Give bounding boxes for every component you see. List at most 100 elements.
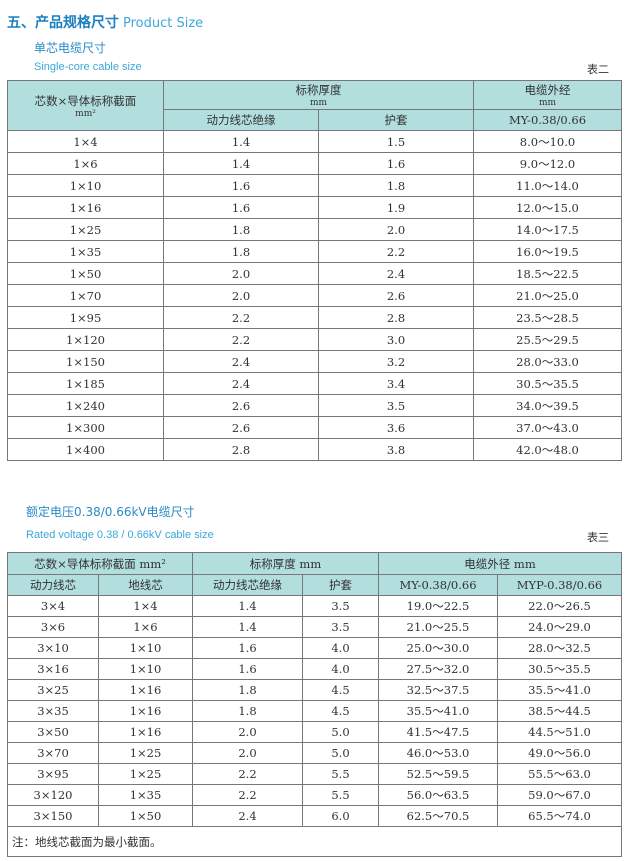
table-row: 3×10 1×10 1.6 4.0 25.0～30.0 28.0～32.5: [7, 637, 622, 659]
table-cell: 3×10: [7, 637, 99, 659]
table-cell: 21.0～25.5: [378, 616, 498, 638]
table-cell: 3×35: [7, 700, 99, 722]
header-ground: 地线芯: [98, 574, 193, 596]
table-cell: 55.5～63.0: [497, 763, 622, 785]
table-cell: 3×6: [7, 616, 99, 638]
table-row: 3×150 1×50 2.4 6.0 62.5～70.5 65.5～74.0: [7, 805, 622, 827]
table-cell: 2.6: [163, 416, 319, 439]
table-cell: 3.8: [318, 438, 474, 461]
table-cell: 3.5: [302, 595, 379, 617]
table-cell: 1×25: [98, 742, 193, 764]
table3-label: 表三: [587, 531, 609, 544]
table-cell: 3×4: [7, 595, 99, 617]
table-cell: 1×185: [7, 372, 164, 395]
header-myp: MYP-0.38/0.66: [497, 574, 622, 596]
table-cell: 1×16: [98, 679, 193, 701]
table-cell: 1.8: [192, 679, 303, 701]
table-cell: 2.2: [192, 763, 303, 785]
table-cell: 1×16: [98, 700, 193, 722]
table-cell: 4.0: [302, 658, 379, 680]
table-cell: 11.0～14.0: [473, 174, 622, 197]
table-row: 1×16 1.6 1.9 12.0～15.0: [7, 196, 622, 219]
table-cell: 4.5: [302, 700, 379, 722]
table-cell: 35.5～41.0: [378, 700, 498, 722]
table-cell: 1×6: [98, 616, 193, 638]
table-cell: 44.5～51.0: [497, 721, 622, 743]
table-cell: 16.0～19.5: [473, 240, 622, 263]
table-row: 3×35 1×16 1.8 4.5 35.5～41.0 38.5～44.5: [7, 700, 622, 722]
table-cell: 21.0～25.0: [473, 284, 622, 307]
header-outer: 电缆外经 mm: [473, 80, 622, 110]
header-insulation: 动力线芯绝缘: [192, 574, 303, 596]
table-cell: 19.0～22.5: [378, 595, 498, 617]
table-row: 1×240 2.6 3.5 34.0～39.5: [7, 394, 622, 417]
table-cell: 3×16: [7, 658, 99, 680]
table-cell: 2.4: [192, 805, 303, 827]
table-row: 1×6 1.4 1.6 9.0～12.0: [7, 152, 622, 175]
table-row: 3×4 1×4 1.4 3.5 19.0～22.5 22.0～26.5: [7, 595, 622, 617]
rated-voltage-table: 芯数×导体标称截面 mm² 标称厚度 mm 电缆外径 mm 动力线芯 地线芯 动力线芯绝…: [7, 552, 622, 857]
table-row: 1×150 2.4 3.2 28.0～33.0: [7, 350, 622, 373]
table-cell: 1×50: [7, 262, 164, 285]
table-cell: 2.8: [163, 438, 319, 461]
header-thickness: 标称厚度 mm: [192, 552, 379, 575]
table3-title-en: Rated voltage 0.38 / 0.66kV cable size: [26, 529, 214, 541]
table-cell: 1×50: [98, 805, 193, 827]
table-row: 1×120 2.2 3.0 25.5～29.5: [7, 328, 622, 351]
table-cell: 1.6: [192, 658, 303, 680]
table-cell: 1×400: [7, 438, 164, 461]
table-cell: 1×4: [98, 595, 193, 617]
table-cell: 6.0: [302, 805, 379, 827]
table-cell: 1.5: [318, 130, 474, 153]
table-cell: 1×16: [7, 196, 164, 219]
table-cell: 24.0～29.0: [497, 616, 622, 638]
table-cell: 4.5: [302, 679, 379, 701]
table-row: 1×10 1.6 1.8 11.0～14.0: [7, 174, 622, 197]
header-insulation: 动力线芯绝缘: [163, 109, 319, 131]
table-cell: 3.0: [318, 328, 474, 351]
table-cell: 2.2: [318, 240, 474, 263]
table-cell: 1.8: [163, 218, 319, 241]
table-cell: 1×16: [98, 721, 193, 743]
table-cell: 14.0～17.5: [473, 218, 622, 241]
table-cell: 2.0: [163, 262, 319, 285]
table-cell: 25.0～30.0: [378, 637, 498, 659]
table-cell: 41.5～47.5: [378, 721, 498, 743]
table-cell: 2.2: [163, 328, 319, 351]
table-cell: 3×120: [7, 784, 99, 806]
table2-label: 表二: [587, 63, 609, 76]
table-cell: 59.0～67.0: [497, 784, 622, 806]
single-core-table: 芯数×导体标称截面 mm² 标称厚度 mm 电缆外经 mm 动力线芯绝缘 护套 MY-0.…: [7, 80, 622, 461]
header-section: 芯数×导体标称截面 mm²: [7, 80, 164, 131]
table-cell: 3.2: [318, 350, 474, 373]
table-row: 1×25 1.8 2.0 14.0～17.5: [7, 218, 622, 241]
table-cell: 1.8: [163, 240, 319, 263]
table-cell: 32.5～37.5: [378, 679, 498, 701]
table-cell: 65.5～74.0: [497, 805, 622, 827]
header-outer: 电缆外径 mm: [378, 552, 622, 575]
header-sheath: 护套: [302, 574, 379, 596]
header-section: 芯数×导体标称截面 mm²: [7, 552, 193, 575]
table-cell: 1×10: [98, 637, 193, 659]
table-cell: 1×10: [7, 174, 164, 197]
table-cell: 1.8: [318, 174, 474, 197]
table-cell: 2.4: [163, 372, 319, 395]
table-cell: 5.0: [302, 742, 379, 764]
table-cell: 35.5～41.0: [497, 679, 622, 701]
table-row: 1×70 2.0 2.6 21.0～25.0: [7, 284, 622, 307]
table2-title: 单芯电缆尺寸: [34, 41, 107, 55]
table-cell: 62.5～70.5: [378, 805, 498, 827]
table-row: 1×300 2.6 3.6 37.0～43.0: [7, 416, 622, 439]
table-cell: 56.0～63.5: [378, 784, 498, 806]
table-cell: 1.6: [163, 196, 319, 219]
table-cell: 1×25: [98, 763, 193, 785]
table-cell: 2.2: [163, 306, 319, 329]
table-cell: 2.8: [318, 306, 474, 329]
table-cell: 1.4: [163, 152, 319, 175]
table-cell: 8.0～10.0: [473, 130, 622, 153]
table-cell: 3×150: [7, 805, 99, 827]
table-row: 1×95 2.2 2.8 23.5～28.5: [7, 306, 622, 329]
table-row: 3×6 1×6 1.4 3.5 21.0～25.5 24.0～29.0: [7, 616, 622, 638]
table-cell: 1.4: [163, 130, 319, 153]
table-cell: 2.0: [192, 721, 303, 743]
